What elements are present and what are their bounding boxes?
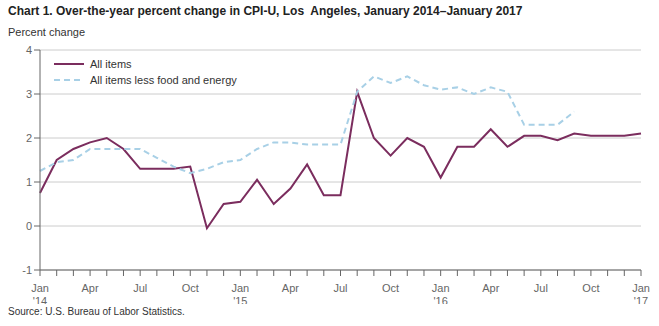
svg-text:Jul: Jul	[333, 282, 347, 294]
svg-text:Jan'17: Jan'17	[632, 282, 650, 304]
svg-text:Oct: Oct	[582, 282, 599, 294]
html-text:All items: All items	[90, 58, 132, 70]
svg-text:3: 3	[26, 88, 32, 100]
svg-text:4: 4	[26, 44, 32, 56]
svg-text:Jul: Jul	[133, 282, 147, 294]
svg-text:0: 0	[26, 220, 32, 232]
html-text:Percent change: Percent change	[8, 26, 86, 38]
svg-text:Oct: Oct	[382, 282, 399, 294]
svg-text:-1: -1	[22, 264, 32, 276]
html-text:Source: U.S. Bureau of Labor S: Source: U.S. Bureau of Labor Statistics.	[8, 306, 185, 317]
svg-text:Apr: Apr	[482, 282, 499, 294]
svg-text:Jul: Jul	[534, 282, 548, 294]
svg-text:Jan'14: Jan'14	[31, 282, 49, 304]
svg-text:Oct: Oct	[182, 282, 199, 294]
svg-text:Jan'16: Jan'16	[432, 282, 450, 304]
html-text:Chart 1. Over-the-year percent: Chart 1. Over-the-year percent change in…	[8, 4, 523, 18]
svg-text:Apr: Apr	[282, 282, 299, 294]
svg-text:1: 1	[26, 176, 32, 188]
svg-text:Jan'15: Jan'15	[231, 282, 249, 304]
svg-text:2: 2	[26, 132, 32, 144]
html-text:All items less food and energy: All items less food and energy	[90, 74, 237, 86]
svg-text:Apr: Apr	[82, 282, 99, 294]
